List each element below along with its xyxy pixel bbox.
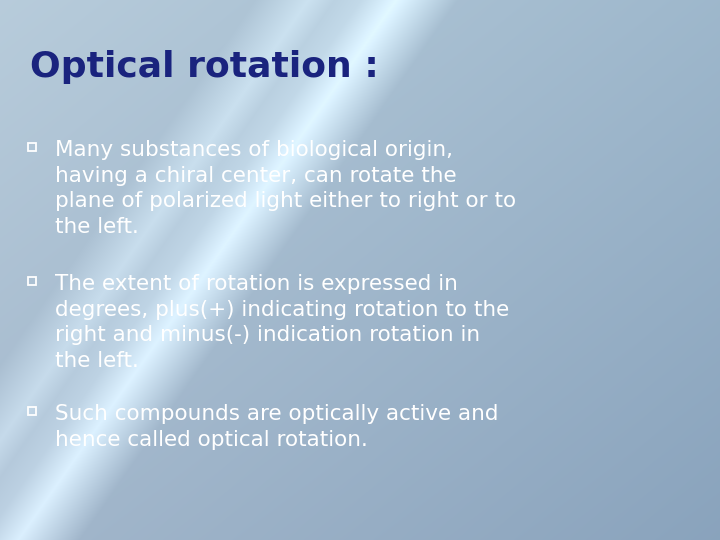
Bar [28, 277, 36, 285]
Bar [28, 407, 36, 415]
Text: Many substances of biological origin,
having a chiral center, can rotate the
pla: Many substances of biological origin, ha… [55, 140, 516, 237]
Text: Optical rotation :: Optical rotation : [30, 50, 379, 84]
Text: Such compounds are optically active and
hence called optical rotation.: Such compounds are optically active and … [55, 404, 498, 450]
Bar [28, 143, 36, 151]
Text: The extent of rotation is expressed in
degrees, plus(+) indicating rotation to t: The extent of rotation is expressed in d… [55, 274, 509, 371]
